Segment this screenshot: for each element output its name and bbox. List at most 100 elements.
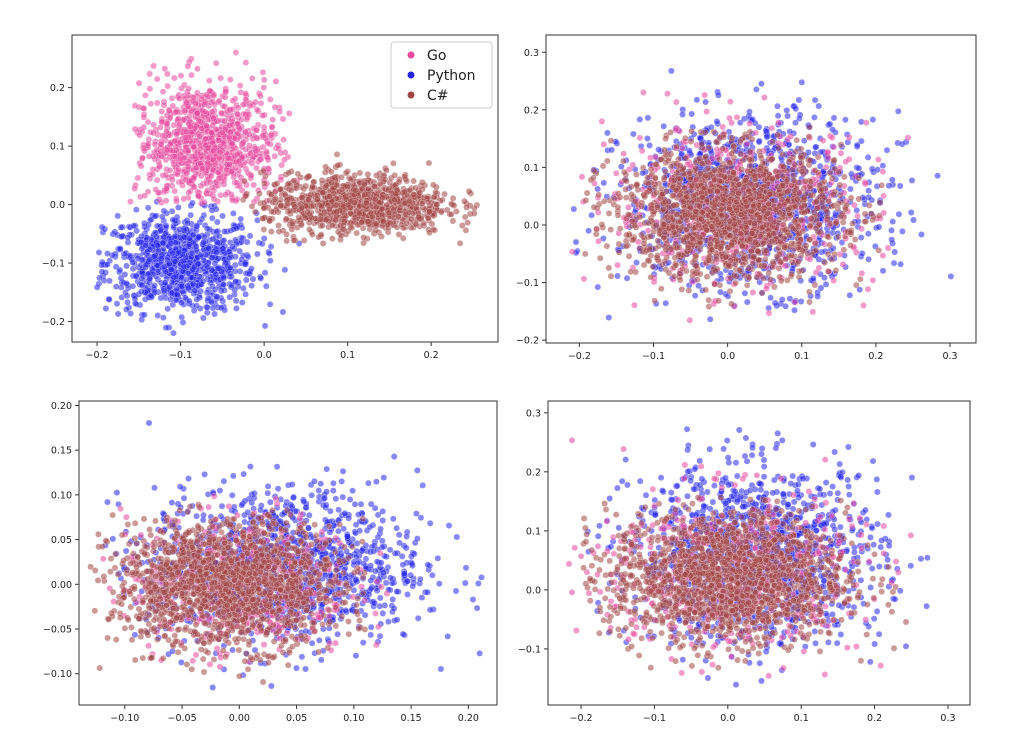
scatter-point: [814, 153, 822, 161]
scatter-point: [646, 142, 653, 149]
scatter-point: [191, 287, 199, 295]
scatter-point: [702, 98, 709, 106]
scatter-point: [106, 277, 113, 285]
scatter-point: [167, 239, 175, 247]
scatter-points: [93, 49, 481, 337]
scatter-point: [260, 167, 267, 175]
scatter-point: [204, 144, 212, 152]
scatter-point: [219, 129, 226, 136]
scatter-point: [727, 98, 734, 105]
scatter-point: [416, 189, 424, 197]
scatter-point: [220, 140, 228, 147]
scatter-point: [220, 181, 228, 188]
scatter-point: [360, 239, 367, 247]
scatter-point: [169, 249, 177, 257]
scatter-point: [271, 196, 279, 203]
scatter-point: [352, 187, 360, 194]
scatter-point: [123, 306, 130, 313]
scatter-point: [884, 244, 892, 252]
scatter-point: [281, 266, 289, 274]
scatter-point: [572, 238, 580, 246]
scatter-point: [217, 109, 225, 117]
scatter-point: [664, 90, 671, 97]
scatter-point: [290, 237, 298, 244]
scatter-point: [257, 92, 264, 100]
scatter-point: [268, 123, 276, 131]
scatter-point: [278, 161, 286, 169]
scatter-point: [205, 102, 213, 110]
scatter-point: [254, 250, 261, 258]
scatter-point: [215, 154, 223, 162]
scatter-point: [179, 319, 187, 326]
scatter-point: [164, 146, 171, 154]
scatter-point: [819, 137, 827, 144]
scatter-point: [853, 249, 860, 256]
scatter-point: [162, 222, 170, 229]
scatter-point: [133, 206, 140, 213]
scatter-point: [824, 148, 832, 156]
scatter-point: [245, 111, 253, 118]
scatter-point: [775, 119, 782, 126]
scatter-point: [168, 176, 176, 184]
scatter-point: [160, 263, 168, 271]
scatter-point: [137, 238, 145, 246]
scatter-point: [618, 163, 625, 170]
scatter-point: [205, 77, 213, 84]
scatter-point: [151, 282, 158, 289]
scatter-point: [253, 164, 260, 172]
scatter-point: [197, 172, 205, 180]
scatter-point: [184, 219, 192, 227]
scatter-point: [146, 85, 154, 93]
scatter-point: [269, 116, 277, 123]
scatter-point: [279, 115, 287, 123]
scatter-point: [145, 152, 153, 160]
scatter-point: [180, 263, 188, 271]
scatter-point: [272, 78, 280, 85]
scatter-point: [141, 311, 148, 319]
scatter-point: [285, 169, 293, 177]
scatter-point: [150, 62, 157, 70]
scatter-point: [728, 134, 736, 141]
scatter-point: [809, 308, 817, 316]
scatter-point: [334, 161, 342, 169]
scatter-point: [185, 297, 193, 305]
scatter-point: [424, 214, 432, 222]
scatter-point: [739, 156, 747, 164]
scatter-point: [157, 141, 165, 148]
scatter-point: [236, 247, 243, 255]
scatter-point: [897, 260, 904, 268]
scatter-point: [219, 280, 227, 288]
scatter-point: [304, 208, 311, 216]
scatter-point: [233, 305, 240, 312]
scatter-point: [285, 180, 292, 187]
scatter-point: [248, 202, 256, 210]
scatter-point: [145, 221, 152, 229]
scatter-point: [180, 227, 188, 234]
scatter-point: [317, 231, 325, 238]
scatter-point: [908, 177, 916, 184]
scatter-point: [236, 82, 244, 89]
scatter-point: [246, 270, 253, 278]
scatter-point: [245, 142, 253, 149]
scatter-point: [208, 207, 216, 214]
scatter-point: [127, 310, 134, 317]
scatter-point: [210, 147, 217, 155]
scatter-point: [322, 163, 329, 171]
x-tick-label: 0.1: [340, 350, 355, 361]
scatter-point: [195, 140, 203, 147]
scatter-point: [910, 216, 917, 224]
scatter-point: [173, 130, 180, 138]
scatter-point: [216, 149, 224, 156]
scatter-point: [187, 211, 194, 219]
scatter-point: [217, 287, 225, 295]
scatter-point: [789, 265, 796, 273]
scatter-point: [896, 182, 904, 190]
scatter-point: [875, 223, 883, 231]
scatter-point: [842, 158, 850, 165]
scatter-point: [378, 205, 386, 213]
scatter-point: [188, 249, 196, 257]
scatter-point: [95, 249, 103, 256]
scatter-point: [185, 240, 193, 248]
scatter-point: [639, 164, 647, 172]
scatter-point: [146, 175, 154, 182]
